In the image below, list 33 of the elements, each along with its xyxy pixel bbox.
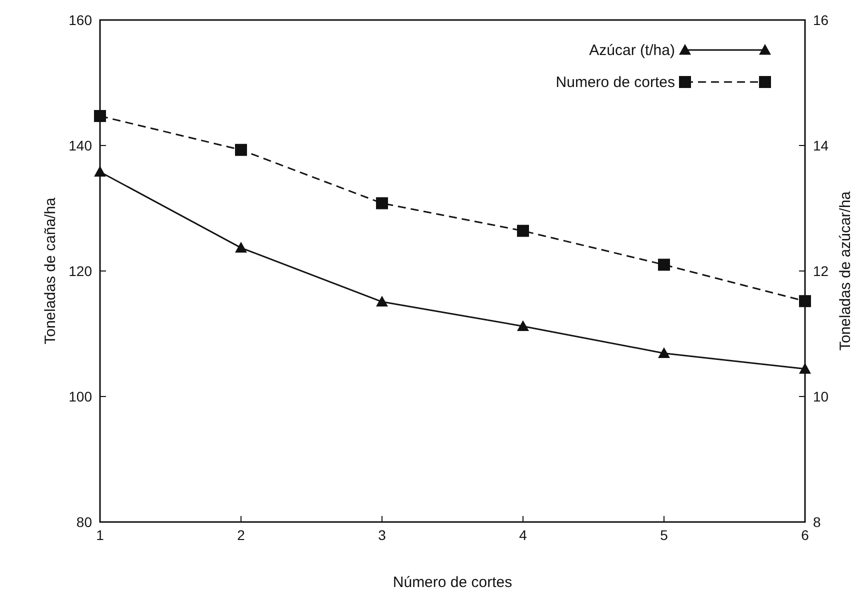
point [799, 362, 811, 374]
point [235, 144, 247, 156]
x-tick-label: 2 [237, 527, 246, 543]
y-axis-title: Toneladas de caña/ha [42, 196, 59, 344]
legend-label: Azúcar (t/ha) [589, 42, 675, 59]
point [376, 296, 388, 307]
y2-tick-label: 14 [813, 138, 829, 154]
point [658, 347, 670, 358]
x-tick-label: 5 [660, 527, 668, 543]
y-tick-label: 140 [68, 138, 92, 154]
y2-tick-label: 16 [813, 12, 829, 28]
point [94, 166, 106, 177]
point [376, 197, 388, 210]
y-tick-label: 160 [68, 12, 92, 28]
point [235, 242, 247, 253]
point [517, 320, 529, 332]
point [517, 224, 529, 237]
point [658, 258, 670, 271]
x-tick-label: 1 [96, 527, 104, 543]
y2-tick-label: 10 [813, 388, 829, 404]
x-axis-title: Número de cortes [392, 574, 512, 591]
point [94, 110, 106, 122]
y-tick-label: 100 [68, 388, 92, 404]
point [799, 295, 811, 308]
y-tick-label: 80 [76, 514, 92, 530]
y2-tick-label: 12 [813, 263, 829, 279]
y2-tick-label: 8 [813, 514, 821, 530]
x-tick-label: 3 [378, 527, 386, 543]
x-tick-label: 6 [801, 527, 810, 543]
y2-axis-title: Toneladas de azúcar/ha [837, 190, 854, 351]
x-tick-label: 4 [519, 527, 528, 543]
legend-label: Numero de cortes [556, 74, 675, 91]
y-tick-label: 120 [68, 263, 92, 279]
